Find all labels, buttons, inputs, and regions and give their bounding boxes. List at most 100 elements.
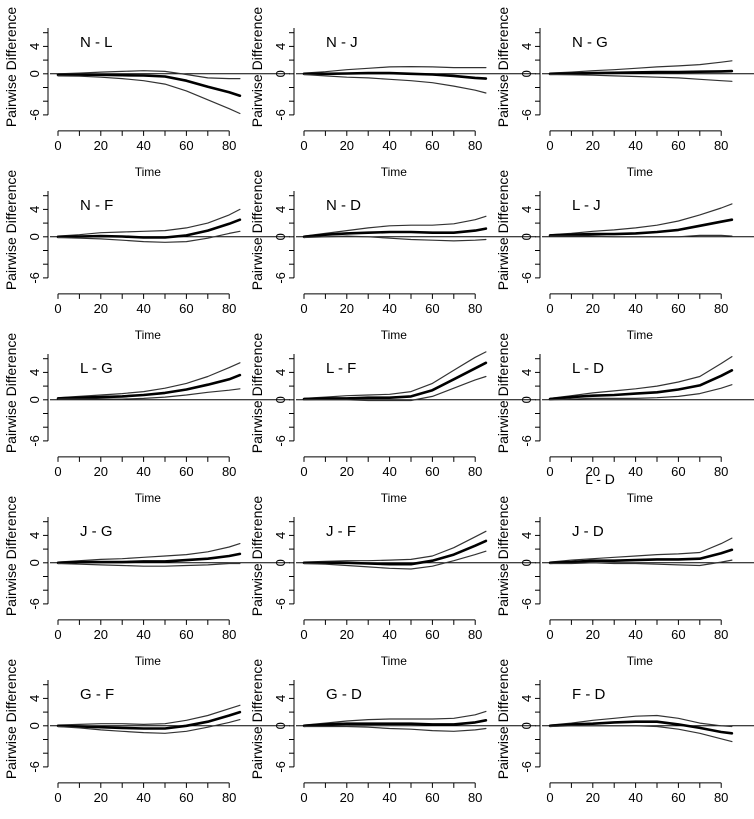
panel: -6 0 4 Pairwise Difference 0 20 40 60 80 Time F - … xyxy=(495,659,754,819)
y-tick-label: 4 xyxy=(519,206,534,213)
x-tick-label: 0 xyxy=(54,464,61,479)
y-tick-label: -6 xyxy=(273,761,288,773)
x-tick-label: 20 xyxy=(340,464,354,479)
x-tick-label: 0 xyxy=(546,464,553,479)
series-line-estimate xyxy=(302,71,488,80)
y-tick-label: -6 xyxy=(27,598,42,610)
x-tick-label: 20 xyxy=(586,790,600,805)
y-tick-label: 0 xyxy=(27,559,42,566)
series-line-upper xyxy=(57,704,241,726)
y-tick-label: 0 xyxy=(519,233,534,240)
y-tick-label: 4 xyxy=(519,695,534,702)
series-line-estimate xyxy=(56,552,242,565)
panel-label: N - L xyxy=(80,34,113,51)
y-tick-label: -6 xyxy=(273,598,288,610)
y-tick-label: -6 xyxy=(519,109,534,121)
series-line-lower xyxy=(549,384,733,401)
x-tick-label: 60 xyxy=(425,790,439,805)
series-line-estimate xyxy=(548,218,734,237)
y-tick-label: 4 xyxy=(273,695,288,702)
y-axis-label: Pairwise Difference xyxy=(495,7,511,128)
panel-label: J - G xyxy=(80,523,113,540)
y-tick-label: 4 xyxy=(519,532,534,539)
series-line-upper xyxy=(549,714,733,728)
x-tick-label: 80 xyxy=(222,301,236,316)
series-line-estimate xyxy=(548,720,734,735)
y-tick-label: 4 xyxy=(27,695,42,702)
x-tick-label: 80 xyxy=(222,790,236,805)
x-tick-label: 0 xyxy=(300,464,307,479)
series-line-estimate xyxy=(302,361,488,401)
y-tick-label: 0 xyxy=(27,233,42,240)
y-axis-label: Pairwise Difference xyxy=(3,496,19,617)
stray-panel-label: L - D xyxy=(585,471,615,487)
x-axis-label: Time xyxy=(627,654,654,668)
x-tick-label: 40 xyxy=(136,464,150,479)
series-line-lower xyxy=(549,73,733,82)
x-axis-label: Time xyxy=(381,328,408,342)
x-tick-label: 0 xyxy=(546,301,553,316)
x-tick-label: 0 xyxy=(54,790,61,805)
x-tick-label: 40 xyxy=(136,790,150,805)
x-tick-label: 80 xyxy=(468,301,482,316)
y-tick-label: 0 xyxy=(273,559,288,566)
series-line-estimate xyxy=(548,368,734,401)
y-axis-label: Pairwise Difference xyxy=(3,333,19,454)
x-tick-label: 40 xyxy=(628,627,642,642)
x-tick-label: 60 xyxy=(179,301,193,316)
series-line-upper xyxy=(303,710,487,726)
series-line-lower xyxy=(303,375,487,402)
y-tick-label: 0 xyxy=(519,559,534,566)
panel-label: F - D xyxy=(572,686,605,703)
x-tick-label: 0 xyxy=(54,138,61,153)
series-line-lower xyxy=(303,550,487,570)
x-axis-label: Time xyxy=(381,654,408,668)
y-tick-label: 4 xyxy=(519,369,534,376)
y-axis-label: Pairwise Difference xyxy=(495,496,511,617)
x-axis-label: Time xyxy=(381,817,408,819)
panel-label: J - D xyxy=(572,523,604,540)
series-line-lower xyxy=(57,388,241,400)
y-tick-label: 0 xyxy=(519,70,534,77)
panel-label: L - G xyxy=(80,360,113,377)
x-tick-label: 60 xyxy=(425,464,439,479)
x-tick-label: 60 xyxy=(425,138,439,153)
y-tick-label: 4 xyxy=(273,532,288,539)
series-line-estimate xyxy=(302,718,488,728)
x-tick-label: 20 xyxy=(586,138,600,153)
panel-label: G - D xyxy=(326,686,362,703)
x-tick-label: 20 xyxy=(340,138,354,153)
y-axis-label: Pairwise Difference xyxy=(3,659,19,780)
x-tick-label: 0 xyxy=(300,627,307,642)
x-axis-label: Time xyxy=(627,165,654,179)
y-tick-label: 0 xyxy=(27,722,42,729)
y-tick-label: 4 xyxy=(273,206,288,213)
series-line-estimate xyxy=(548,548,734,565)
y-axis-label: Pairwise Difference xyxy=(249,496,265,617)
series-line-estimate xyxy=(548,69,734,76)
panel-label: N - G xyxy=(572,34,608,51)
x-tick-label: 20 xyxy=(94,138,108,153)
series-line-estimate xyxy=(56,73,242,97)
series-line-upper xyxy=(57,542,241,563)
y-axis-label: Pairwise Difference xyxy=(495,333,511,454)
series-line-upper xyxy=(303,530,487,563)
series-line-upper xyxy=(57,362,241,399)
y-tick-label: -6 xyxy=(27,272,42,284)
series-line-lower xyxy=(549,234,733,238)
y-tick-label: 4 xyxy=(27,43,42,50)
x-tick-label: 0 xyxy=(54,627,61,642)
x-tick-label: 80 xyxy=(468,138,482,153)
x-axis-label: Time xyxy=(627,491,654,505)
x-axis-label: Time xyxy=(135,165,162,179)
y-tick-label: -6 xyxy=(27,435,42,447)
x-axis-label: Time xyxy=(381,165,408,179)
series-line-lower xyxy=(57,718,241,734)
